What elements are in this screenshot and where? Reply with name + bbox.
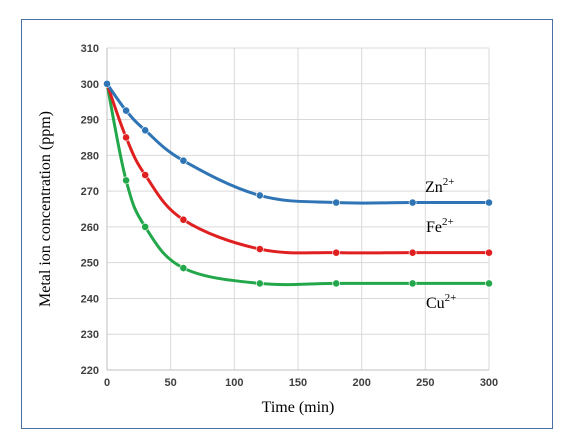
data-point	[141, 126, 150, 135]
data-point	[255, 279, 264, 288]
data-point	[485, 279, 493, 288]
y-tick-label: 250	[81, 258, 99, 270]
x-tick-label: 300	[480, 377, 498, 389]
series-line-zn	[105, 82, 489, 205]
data-point	[408, 248, 417, 257]
tick-labels: 220 230 240 250 260 270 280 290 300 310 0 50 100 150 2…	[81, 43, 499, 389]
data-point	[332, 279, 341, 288]
data-point	[141, 222, 150, 231]
data-point	[179, 215, 188, 224]
data-point	[141, 171, 150, 179]
data-point	[332, 248, 341, 257]
data-point	[485, 198, 493, 207]
data-point	[255, 245, 264, 253]
series-label-fe: Fe2+	[426, 216, 454, 236]
series-label-element: Cu	[426, 295, 445, 312]
series-label-charge: 2+	[442, 216, 454, 228]
line-chart: 220 230 240 250 260 270 280 290 300 310 0 50 100 150 2…	[37, 43, 499, 416]
series-label-element: Zn	[425, 179, 443, 196]
data-point	[103, 79, 111, 88]
chart-frame: 220 230 240 250 260 270 280 290 300 310 0 50 100 150 2…	[21, 19, 553, 429]
y-tick-label: 240	[81, 293, 99, 305]
data-point	[255, 191, 264, 200]
y-tick-label: 260	[81, 222, 99, 234]
data-point	[485, 248, 493, 257]
y-tick-label: 290	[81, 115, 99, 127]
x-axis-title: Time (min)	[262, 399, 335, 416]
x-tick-label: 250	[416, 377, 434, 389]
series-label-charge: 2+	[443, 176, 455, 188]
data-point	[408, 279, 417, 288]
y-tick-label: 280	[81, 150, 99, 162]
grid-layer	[106, 47, 490, 371]
y-tick-label: 220	[81, 365, 99, 377]
data-point	[179, 264, 188, 272]
y-tick-label: 230	[81, 329, 99, 341]
y-tick-label: 300	[81, 79, 99, 91]
y-tick-label: 310	[81, 43, 99, 55]
x-tick-label: 0	[104, 377, 110, 389]
data-point	[122, 133, 130, 142]
data-point	[122, 106, 130, 115]
x-tick-label: 200	[352, 377, 370, 389]
y-tick-label: 270	[81, 186, 99, 198]
data-point	[332, 198, 341, 207]
x-tick-label: 100	[225, 377, 243, 389]
x-tick-label: 50	[165, 377, 177, 389]
data-point	[122, 176, 130, 185]
series-labels: Zn2+Fe2+Cu2+	[425, 176, 456, 312]
series-label-cu: Cu2+	[426, 292, 456, 312]
data-point	[179, 156, 188, 165]
series-label-element: Fe	[426, 219, 442, 236]
y-axis-title: Metal ion concentration (ppm)	[37, 111, 54, 307]
x-tick-label: 150	[289, 377, 307, 389]
series-label-zn: Zn2+	[425, 176, 455, 196]
series-zn	[103, 79, 493, 207]
data-point	[408, 198, 417, 207]
series-line-fe	[105, 83, 489, 255]
series-label-charge: 2+	[445, 292, 457, 304]
series-layer	[103, 79, 493, 288]
